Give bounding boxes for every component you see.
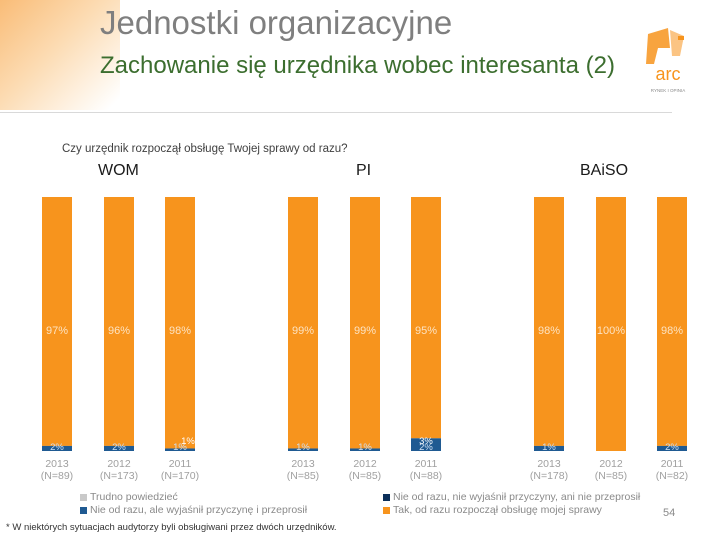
bar-tak-baiso-2012 [596,197,626,451]
arc-logo: arc RYNEK I OPINIA [646,28,685,93]
bar-blue-pi-2013 [288,448,318,451]
value-label-tak-wom-2011: 98% [169,325,191,337]
value-label-tak-baiso-2011: 98% [661,325,683,337]
value-label-tak-baiso-2013: 98% [538,325,560,337]
value-label-bottom-wom-2011: 1% [173,442,187,453]
footnote: * W niektórych sytuacjach audytorzy byli… [6,522,337,533]
value-label-top-pi-2011: 3% [419,436,433,447]
value-label-bottom-pi-2013: 1% [296,442,310,453]
tick-year-pi-2011: 2011 [415,458,438,470]
tick-n-wom-2013: (N=89) [41,470,73,482]
tick-year-baiso-2011: 2011 [661,458,684,470]
legend-item-tak: Tak, od razu rozpoczął obsługę mojej spr… [383,504,602,516]
logo-tagline: RYNEK I OPINIA [651,88,685,93]
bar-blue-wom-2011 [165,448,195,451]
legend-item-wyjasnil: Nie od razu, ale wyjaśnił przyczynę i pr… [80,504,307,516]
tick-n-baiso-2013: (N=178) [530,470,568,482]
value-label-tak-pi-2013: 99% [292,325,314,337]
value-label-tak-wom-2012: 96% [108,325,130,337]
legend-item-nie-wyjasnil: Nie od razu, nie wyjaśnił przyczyny, ani… [383,491,640,503]
bar-tak-pi-2012 [350,197,380,449]
bar-tak-pi-2013 [288,197,318,449]
tick-year-wom-2012: 2012 [107,458,131,470]
tick-year-pi-2013: 2013 [291,458,315,470]
tick-n-pi-2012: (N=85) [349,470,381,482]
legend-label-nie-wyjasnil: Nie od razu, nie wyjaśnił przyczyny, ani… [393,491,641,503]
value-label-tak-wom-2013: 97% [46,325,68,337]
tick-n-baiso-2012: (N=85) [595,470,627,482]
legend-swatch-tak [383,506,390,514]
value-label-bottom-wom-2012: 2% [112,442,126,453]
legend-swatch-wyjasnil [80,506,87,514]
bar-tak-wom-2011 [165,197,195,449]
survey-question: Czy urzędnik rozpoczął obsługę Twojej sp… [62,143,348,155]
page-number: 54 [663,507,676,519]
bar-blue-wom-2013 [42,445,72,451]
value-label-bottom-wom-2013: 2% [50,442,64,453]
page-subtitle: Zachowanie się urzędnika wobec interesan… [100,52,615,79]
legend-label-trudno: Trudno powiedzieć [90,491,178,503]
tick-year-baiso-2012: 2012 [599,458,623,470]
value-label-bottom-baiso-2011: 2% [665,442,679,453]
bar-blue-pi-2012 [350,448,380,451]
legend-label-wyjasnil: Nie od razu, ale wyjaśnił przyczynę i pr… [90,504,308,516]
group-title-baiso: BAiSO [580,162,629,179]
value-label-bottom-baiso-2013: 1% [542,442,556,453]
bar-tak-baiso-2011 [657,197,687,446]
bar-blue-baiso-2013 [534,445,564,451]
header-divider [0,112,672,113]
tick-n-wom-2012: (N=173) [100,470,138,482]
bar-tak-wom-2012 [104,197,134,446]
legend-swatch-nie-wyjasnil [383,493,390,501]
tick-year-baiso-2013: 2013 [537,458,561,470]
group-title-pi: PI [356,162,372,179]
page-title: Jednostki organizacyjne [100,4,453,41]
header-decoration [0,0,120,110]
tick-n-baiso-2011: (N=82) [656,470,688,482]
tick-n-pi-2013: (N=85) [287,470,319,482]
bar-blue-pi-2011 [411,438,441,451]
value-label-tak-baiso-2012: 100% [597,325,625,337]
bar-blue-wom-2012 [104,445,134,451]
tick-year-wom-2011: 2011 [169,458,192,470]
value-label-bottom-pi-2012: 1% [358,442,372,453]
legend-label-tak: Tak, od razu rozpoczął obsługę mojej spr… [393,504,602,516]
tick-year-wom-2013: 2013 [45,458,69,470]
logo-text: arc [655,64,680,84]
bar-blue-baiso-2011 [657,445,687,451]
value-label-tak-pi-2012: 99% [354,325,376,337]
bar-tak-wom-2013 [42,197,72,446]
value-label-top-wom-2011: 1% [181,436,195,447]
legend-swatch-trudno [80,493,87,501]
value-label-bottom-pi-2011: 2% [419,442,433,453]
tick-n-wom-2011: (N=170) [161,470,199,482]
bar-tak-pi-2011 [411,197,441,439]
legend-item-trudno: Trudno powiedzieć [80,491,178,503]
tick-n-pi-2011: (N=88) [410,470,442,482]
tick-year-pi-2012: 2012 [353,458,377,470]
stacked-bar-chart: 97%2%2013(N=89)96%2%2012(N=173)98%1%1%20… [41,197,688,482]
value-label-tak-pi-2011: 95% [415,325,437,337]
group-title-wom: WOM [98,162,139,179]
bar-tak-baiso-2013 [534,197,564,446]
